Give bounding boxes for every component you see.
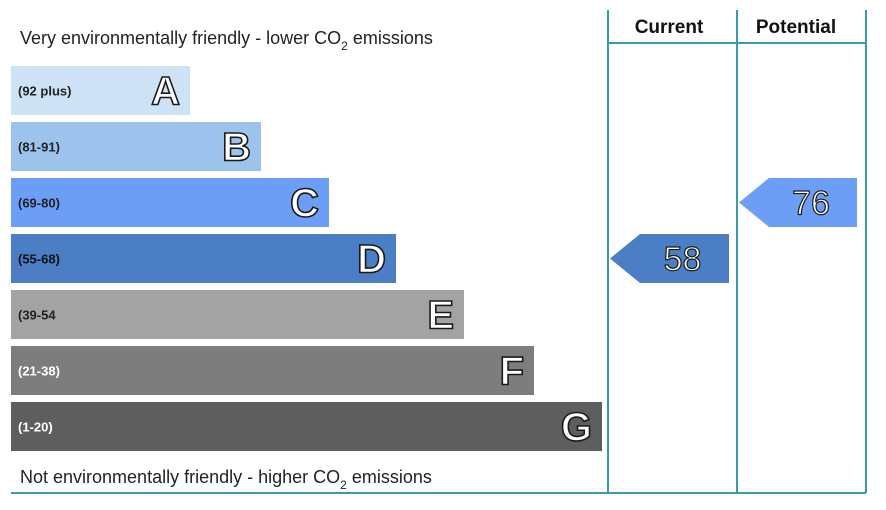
band-letter: C xyxy=(290,182,319,226)
band-range-label: (69-80) xyxy=(18,196,60,211)
score-arrow-shape xyxy=(739,178,857,227)
band-f: (21-38) F xyxy=(11,346,534,395)
score-arrow-shape xyxy=(610,234,729,283)
band-range-label: (21-38) xyxy=(18,364,60,379)
band-bar-d xyxy=(11,234,396,283)
band-range-label: (39-54 xyxy=(18,308,56,323)
band-b: (81-91) B xyxy=(11,122,261,171)
band-bar-g xyxy=(11,402,602,451)
band-letter: A xyxy=(151,70,180,114)
band-a: (92 plus) A xyxy=(11,66,190,115)
band-range-label: (55-68) xyxy=(18,252,60,267)
band-d: (55-68) D xyxy=(11,234,396,283)
top-caption: Very environmentally friendly - lower CO… xyxy=(20,28,433,53)
current-score-arrow: 58 xyxy=(610,234,729,283)
potential-column-header: Potential xyxy=(756,17,836,38)
band-bar-c xyxy=(11,178,329,227)
bottom-caption: Not environmentally friendly - higher CO… xyxy=(20,467,432,492)
potential-score-value: 76 xyxy=(792,185,830,223)
band-e: (39-54 E xyxy=(11,290,464,339)
band-letter: G xyxy=(561,406,592,450)
band-range-label: (81-91) xyxy=(18,140,60,155)
band-letter: B xyxy=(222,126,251,170)
table-frame xyxy=(11,10,867,494)
rating-bands: (92 plus) A (81-91) B (69-80) C (55-68) D (39-54… xyxy=(11,66,602,451)
band-bar-b xyxy=(11,122,261,171)
potential-score-arrow: 76 xyxy=(739,178,857,227)
band-g: (1-20) G xyxy=(11,402,602,451)
band-letter: F xyxy=(500,350,524,394)
band-bar-f xyxy=(11,346,534,395)
band-bar-a xyxy=(11,66,190,115)
score-arrows: 58 76 xyxy=(610,178,857,283)
band-range-label: (92 plus) xyxy=(18,84,71,99)
band-letter: E xyxy=(427,294,454,338)
band-letter: D xyxy=(357,238,386,282)
band-c: (69-80) C xyxy=(11,178,329,227)
current-column-header: Current xyxy=(635,17,704,38)
band-range-label: (1-20) xyxy=(18,420,53,435)
band-bar-e xyxy=(11,290,464,339)
current-score-value: 58 xyxy=(664,241,702,279)
